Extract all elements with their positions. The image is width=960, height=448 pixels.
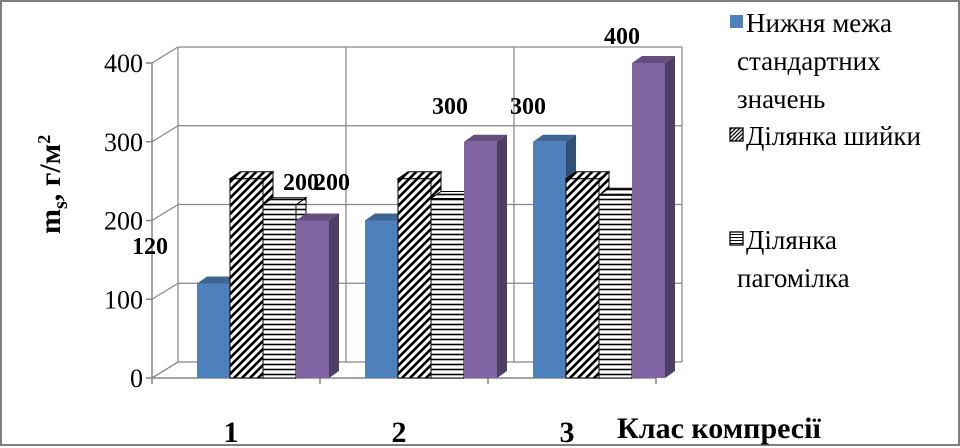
bar-front-face	[566, 179, 599, 378]
side-gridline	[152, 205, 178, 221]
y-axis-title: ms, г/м2	[34, 135, 72, 234]
bar	[464, 135, 507, 378]
side-gridline	[152, 47, 178, 63]
legend-swatch	[730, 232, 743, 245]
bar-side-face	[497, 135, 507, 378]
legend-entry: Ділянка пагомілка	[730, 225, 850, 293]
side-gridline	[152, 126, 178, 142]
bar-front-face	[263, 205, 296, 378]
data-label: 300	[510, 94, 546, 120]
legend: Нижня межа стандартних значень Ділянка шийк…	[730, 8, 921, 293]
bar-side-face	[665, 56, 675, 378]
bar	[632, 56, 675, 378]
y-axis-title-sub: s	[50, 201, 72, 209]
y-axis-title-main: m	[34, 209, 67, 234]
bar-front-face	[632, 63, 665, 378]
bar-front-face	[398, 179, 431, 378]
x-tick-label: 2	[392, 416, 407, 448]
y-axis-title-rest: , г/м	[34, 144, 67, 201]
y-tick-label: 400	[104, 49, 143, 78]
y-axis-title-sup: 2	[34, 135, 54, 144]
legend-entry: Нижня межа стандартних значень	[730, 8, 892, 114]
data-label: 200	[314, 170, 350, 196]
bar-front-face	[230, 179, 263, 378]
bar	[296, 214, 339, 379]
bar-side-face	[329, 214, 339, 379]
legend-entry: Ділянка шийки	[730, 121, 921, 151]
x-tick-label: 1	[224, 416, 239, 448]
bar-front-face	[599, 195, 632, 378]
bar-front-face	[533, 142, 566, 378]
legend-label: Ділянка	[746, 225, 837, 255]
legend-label: Ділянка шийки	[746, 121, 921, 151]
bar-front-face	[431, 198, 464, 378]
y-tick-label: 300	[104, 128, 143, 157]
y-tick-label: 0	[130, 364, 143, 393]
legend-label: пагомілка	[737, 263, 850, 293]
bar-front-face	[464, 142, 497, 378]
legend-swatch	[730, 128, 743, 141]
bar-front-face	[365, 221, 398, 379]
x-axis-title: Клас компресії	[617, 412, 821, 445]
y-tick-label: 100	[104, 285, 143, 314]
legend-label: Нижня межа	[746, 8, 892, 38]
legend-label: значень	[737, 84, 825, 114]
x-tick-label: 3	[560, 416, 575, 448]
bar-front-face	[197, 284, 230, 379]
bar-front-face	[296, 221, 329, 379]
legend-swatch	[730, 15, 743, 28]
data-label: 400	[604, 24, 640, 50]
data-label: 300	[432, 94, 468, 120]
legend-label: стандартних	[737, 46, 881, 76]
y-tick-label: 200	[104, 207, 143, 236]
floor-side-edge	[152, 362, 178, 378]
side-gridline	[152, 283, 178, 299]
data-label: 120	[132, 234, 168, 260]
